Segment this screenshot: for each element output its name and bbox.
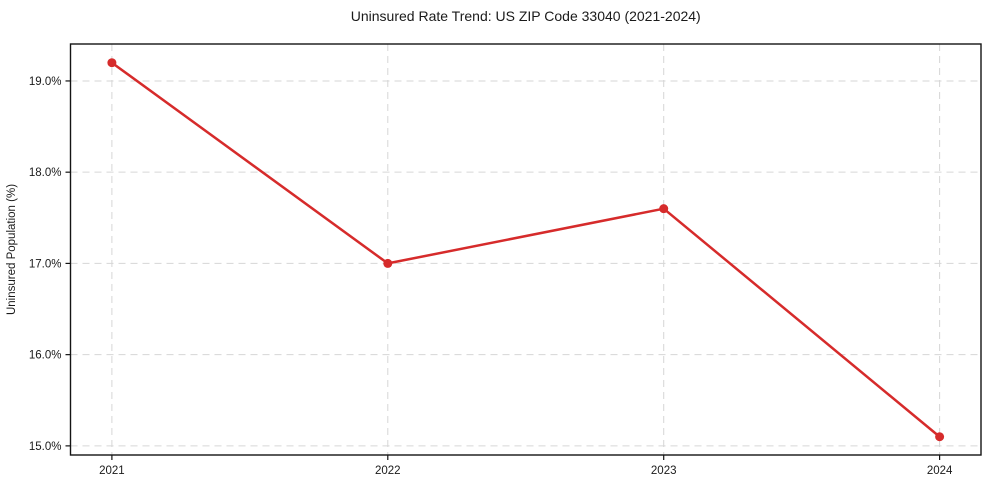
data-point-marker (935, 432, 945, 442)
y-tick-label: 18.0% (29, 167, 62, 179)
chart-title: Uninsured Rate Trend: US ZIP Code 33040 … (351, 8, 701, 24)
trend-line (110, 61, 941, 439)
data-point-marker (383, 258, 393, 268)
axis-layer: 15.0% 16.0% 17.0% 18.0% 19.0% 2021 2022 2023 202… (29, 43, 982, 477)
x-tick-label: 2024 (927, 465, 953, 477)
y-tick-label: 16.0% (29, 350, 62, 362)
trend-series-layer (107, 58, 945, 442)
y-tick-label: 19.0% (29, 76, 62, 88)
y-axis-label: Uninsured Population (%) (6, 184, 18, 315)
plot-border (69, 43, 982, 456)
x-tick-label: 2021 (99, 465, 125, 477)
y-tick-label: 17.0% (29, 258, 62, 270)
x-tick-label: 2023 (651, 465, 677, 477)
grid-layer (70, 44, 981, 455)
data-point-marker (107, 58, 117, 68)
y-tick-label: 15.0% (29, 441, 62, 453)
data-point-marker (659, 204, 669, 214)
x-tick-label: 2022 (375, 465, 401, 477)
